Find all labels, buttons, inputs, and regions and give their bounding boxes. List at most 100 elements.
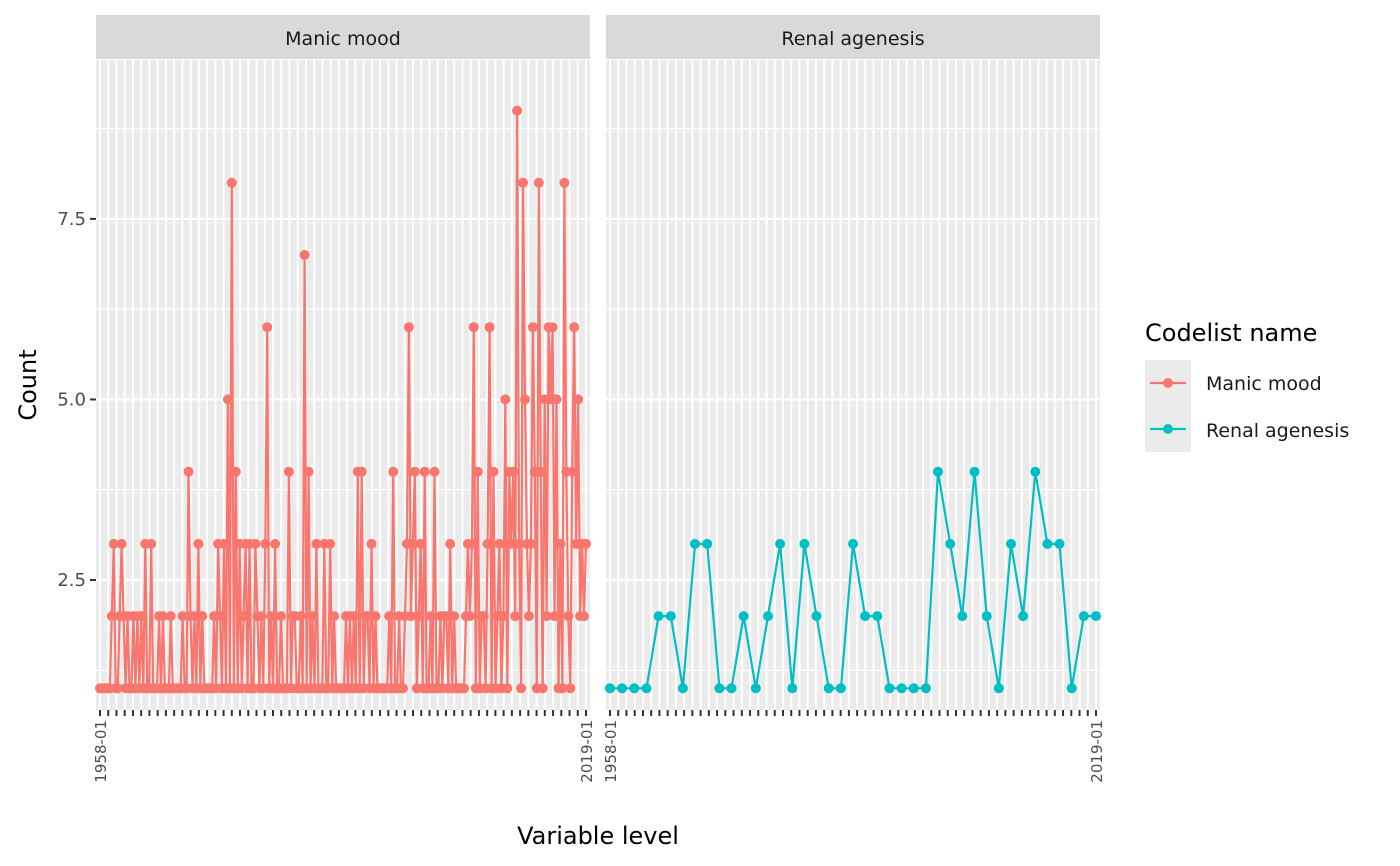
data-point-manic-mood-104 [299, 250, 310, 260]
data-point-manic-mood-213 [514, 538, 525, 549]
data-point-manic-mood-42 [177, 611, 188, 622]
data-point-renal-agenesis-24 [896, 683, 907, 694]
legend-title: Codelist name [1145, 319, 1317, 347]
data-point-renal-agenesis-31 [981, 611, 992, 622]
data-point-manic-mood-225 [537, 683, 548, 694]
data-point-manic-mood-79 [250, 538, 261, 549]
panels-layer: Manic mood 1958-01 2019-01 Renal agenesis 19… [57, 15, 1106, 783]
data-point-manic-mood-176 [441, 611, 452, 622]
data-point-manic-mood-215 [518, 177, 528, 188]
data-point-renal-agenesis-36 [1042, 538, 1053, 549]
data-point-renal-agenesis-40 [1091, 611, 1101, 622]
data-point-manic-mood-178 [445, 538, 456, 549]
data-point-manic-mood-11 [116, 538, 127, 549]
data-point-manic-mood-9 [112, 683, 123, 694]
data-point-manic-mood-21 [136, 611, 147, 622]
data-point-renal-agenesis-39 [1078, 611, 1089, 622]
data-point-manic-mood-65 [222, 394, 233, 405]
facet-strip-renal-agenesis [606, 15, 1100, 59]
data-point-manic-mood-230 [547, 322, 558, 333]
data-point-manic-mood-218 [523, 611, 534, 622]
data-point-manic-mood-236 [559, 177, 570, 188]
data-point-manic-mood-205 [498, 611, 509, 622]
panel-renal-agenesis: Renal agenesis 1958-01 2019-01 [602, 15, 1106, 783]
data-point-manic-mood-243 [573, 394, 584, 405]
legend: Codelist name Manic mood Renal agenesis [1145, 319, 1349, 452]
data-point-manic-mood-154 [398, 683, 408, 694]
data-point-renal-agenesis-11 [738, 611, 749, 622]
data-point-renal-agenesis-26 [920, 683, 931, 694]
data-point-manic-mood-190 [468, 322, 479, 333]
data-point-renal-agenesis-7 [690, 538, 700, 549]
data-point-manic-mood-168 [425, 611, 436, 622]
data-point-manic-mood-216 [520, 394, 530, 405]
data-point-manic-mood-129 [348, 611, 359, 622]
data-point-renal-agenesis-19 [835, 683, 846, 694]
data-point-manic-mood-87 [266, 611, 277, 622]
data-point-manic-mood-96 [283, 466, 294, 477]
data-point-manic-mood-224 [535, 466, 546, 477]
data-point-manic-mood-211 [510, 611, 521, 622]
data-point-manic-mood-165 [419, 466, 430, 477]
data-point-manic-mood-67 [226, 177, 237, 188]
data-point-manic-mood-170 [429, 466, 440, 477]
data-point-renal-agenesis-21 [860, 611, 871, 622]
data-point-renal-agenesis-38 [1066, 683, 1077, 694]
data-point-manic-mood-138 [366, 538, 377, 549]
legend-label-manic-mood: Manic mood [1206, 373, 1322, 395]
data-point-manic-mood-185 [459, 683, 469, 694]
data-point-manic-mood-241 [569, 322, 580, 333]
y-tick-label-0: 2.5 [57, 570, 86, 591]
data-point-renal-agenesis-35 [1030, 466, 1041, 477]
data-point-manic-mood-209 [506, 538, 517, 549]
data-point-renal-agenesis-1 [617, 683, 628, 694]
data-point-manic-mood-89 [270, 538, 281, 549]
data-point-manic-mood-203 [494, 538, 505, 549]
x-tick-label-first-manic-mood: 1958-01 [92, 720, 110, 783]
data-point-manic-mood-197 [482, 538, 493, 549]
panel-manic-mood: Manic mood 1958-01 2019-01 [92, 15, 596, 783]
data-point-manic-mood-189 [466, 538, 477, 549]
facet-strip-manic-mood [96, 15, 590, 59]
data-point-renal-agenesis-37 [1054, 538, 1065, 549]
data-point-renal-agenesis-32 [993, 683, 1004, 694]
data-point-manic-mood-119 [329, 611, 340, 622]
facet-title-renal-agenesis: Renal agenesis [781, 28, 924, 50]
data-point-manic-mood-84 [260, 538, 271, 549]
data-point-manic-mood-214 [516, 683, 527, 694]
data-point-renal-agenesis-15 [787, 683, 798, 694]
data-point-manic-mood-180 [449, 611, 460, 622]
data-point-manic-mood-223 [533, 177, 544, 188]
data-point-manic-mood-149 [388, 466, 399, 477]
data-point-renal-agenesis-23 [884, 683, 895, 694]
data-point-manic-mood-63 [219, 538, 229, 549]
data-point-renal-agenesis-28 [945, 538, 956, 549]
y-tick-label-2: 7.5 [57, 209, 86, 230]
data-point-renal-agenesis-9 [714, 683, 725, 694]
data-point-manic-mood-157 [403, 322, 414, 333]
data-point-renal-agenesis-13 [763, 611, 773, 622]
data-point-manic-mood-69 [230, 466, 241, 477]
data-point-renal-agenesis-10 [726, 683, 737, 694]
data-point-manic-mood-147 [384, 611, 395, 622]
data-point-renal-agenesis-12 [750, 683, 761, 694]
data-point-manic-mood-102 [295, 611, 306, 622]
data-point-renal-agenesis-18 [823, 683, 834, 694]
data-point-manic-mood-136 [362, 611, 373, 622]
data-point-manic-mood-200 [488, 466, 499, 477]
data-point-manic-mood-163 [415, 538, 426, 549]
data-point-manic-mood-82 [256, 611, 267, 622]
data-point-manic-mood-133 [356, 466, 367, 477]
data-point-renal-agenesis-27 [933, 466, 943, 477]
data-point-renal-agenesis-8 [702, 538, 713, 549]
data-point-manic-mood-45 [183, 466, 194, 477]
data-point-renal-agenesis-4 [653, 611, 664, 622]
data-point-manic-mood-106 [303, 466, 314, 477]
data-point-manic-mood-117 [325, 538, 336, 549]
data-point-renal-agenesis-5 [665, 611, 676, 622]
data-point-manic-mood-210 [508, 466, 519, 477]
data-point-manic-mood-52 [197, 611, 208, 622]
data-point-manic-mood-219 [525, 538, 536, 549]
data-point-manic-mood-206 [500, 394, 511, 405]
